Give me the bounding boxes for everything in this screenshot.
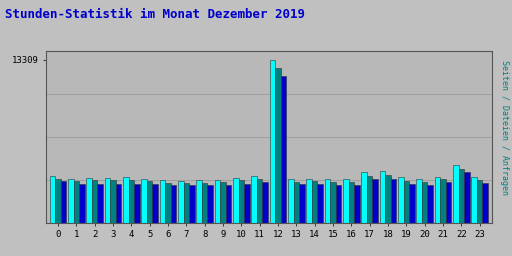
Bar	[134, 184, 140, 223]
Bar	[165, 183, 170, 223]
Bar	[349, 182, 354, 223]
Bar	[239, 180, 244, 223]
Bar	[477, 180, 482, 223]
Bar	[354, 185, 359, 223]
Bar	[275, 68, 281, 223]
Text: Seiten / Dateien / Anfragen: Seiten / Dateien / Anfragen	[500, 60, 509, 196]
Bar	[293, 182, 299, 223]
Bar	[459, 169, 464, 223]
Bar	[87, 178, 92, 223]
Bar	[68, 179, 74, 223]
Bar	[226, 185, 231, 223]
Bar	[472, 177, 477, 223]
Bar	[385, 175, 391, 223]
Bar	[435, 177, 440, 223]
Bar	[409, 184, 415, 223]
Bar	[92, 180, 97, 223]
Bar	[312, 181, 317, 223]
Bar	[147, 181, 153, 223]
Bar	[55, 179, 61, 223]
Bar	[116, 184, 121, 223]
Bar	[391, 179, 396, 223]
Bar	[215, 180, 220, 223]
Bar	[270, 60, 275, 223]
Bar	[153, 184, 158, 223]
Bar	[361, 173, 367, 223]
Bar	[184, 183, 189, 223]
Bar	[299, 184, 305, 223]
Bar	[105, 178, 110, 223]
Bar	[251, 176, 257, 223]
Bar	[244, 184, 249, 223]
Bar	[189, 185, 195, 223]
Bar	[325, 179, 330, 223]
Bar	[50, 176, 55, 223]
Bar	[428, 185, 433, 223]
Bar	[440, 179, 445, 223]
Bar	[403, 181, 409, 223]
Bar	[398, 177, 403, 223]
Bar	[257, 179, 262, 223]
Bar	[288, 179, 293, 223]
Bar	[123, 177, 129, 223]
Bar	[262, 182, 268, 223]
Bar	[97, 184, 103, 223]
Bar	[416, 179, 422, 223]
Bar	[129, 180, 134, 223]
Bar	[343, 179, 349, 223]
Bar	[306, 179, 312, 223]
Bar	[482, 183, 488, 223]
Bar	[141, 179, 147, 223]
Text: Stunden-Statistik im Monat Dezember 2019: Stunden-Statistik im Monat Dezember 2019	[5, 8, 305, 21]
Bar	[422, 182, 428, 223]
Bar	[79, 184, 84, 223]
Bar	[197, 180, 202, 223]
Bar	[178, 181, 184, 223]
Bar	[445, 182, 451, 223]
Bar	[464, 173, 470, 223]
Bar	[453, 165, 459, 223]
Bar	[233, 178, 239, 223]
Bar	[372, 179, 378, 223]
Bar	[170, 185, 176, 223]
Bar	[160, 180, 165, 223]
Bar	[207, 185, 213, 223]
Bar	[110, 180, 116, 223]
Bar	[281, 76, 286, 223]
Bar	[380, 171, 385, 223]
Bar	[74, 181, 79, 223]
Bar	[317, 184, 323, 223]
Bar	[336, 185, 341, 223]
Bar	[202, 183, 207, 223]
Bar	[367, 176, 372, 223]
Bar	[330, 182, 336, 223]
Bar	[220, 182, 226, 223]
Bar	[61, 181, 66, 223]
